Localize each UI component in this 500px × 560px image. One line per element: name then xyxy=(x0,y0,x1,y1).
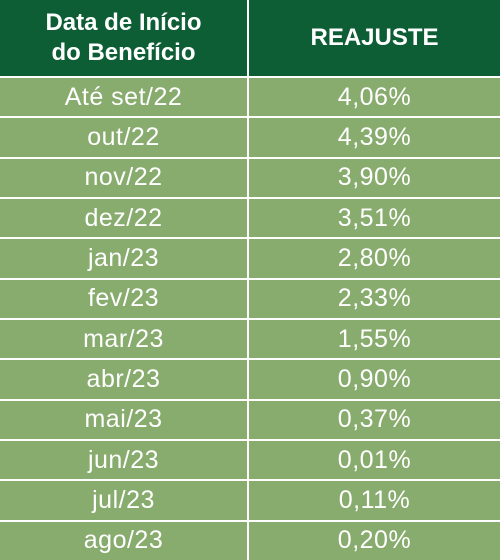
row-adjustment: 0,90% xyxy=(337,364,412,393)
row-date: abr/23 xyxy=(0,360,249,399)
row-adjustment: 0,11% xyxy=(338,485,411,514)
table-row: mar/23 1,55% xyxy=(0,319,500,361)
row-adjustment: 2,80% xyxy=(337,243,412,272)
row-date: mai/23 xyxy=(0,400,249,439)
row-adjustment: 3,90% xyxy=(337,163,412,192)
row-date: nov/22 xyxy=(0,158,249,197)
table-row: jun/23 0,01% xyxy=(0,440,500,482)
row-date: out/22 xyxy=(0,118,249,157)
table-row: fev/23 2,33% xyxy=(0,279,500,320)
header-adjustment: REAJUSTE xyxy=(310,24,439,51)
table-row: mai/23 0,37% xyxy=(0,400,500,441)
row-date: mar/23 xyxy=(0,319,249,359)
row-adjustment: 1,55% xyxy=(337,324,412,353)
row-date: jan/23 xyxy=(0,239,249,278)
table-row: abr/23 0,90% xyxy=(0,360,500,401)
table-row: dez/22 3,51% xyxy=(0,198,500,240)
row-adjustment: 4,06% xyxy=(337,82,412,111)
row-date: fev/23 xyxy=(0,279,249,318)
row-adjustment: 2,33% xyxy=(337,284,412,313)
table-header: Data de Início do Benefício REAJUSTE xyxy=(0,0,500,78)
header-date: Data de Início do Benefício xyxy=(0,0,249,76)
table-row: out/22 4,39% xyxy=(0,118,500,159)
row-adjustment: 0,01% xyxy=(337,445,412,474)
row-date: dez/22 xyxy=(0,198,249,238)
row-adjustment: 3,51% xyxy=(337,203,412,232)
row-adjustment: 4,39% xyxy=(337,122,412,151)
table-row: jan/23 2,80% xyxy=(0,239,500,280)
table-row: ago/23 0,20% xyxy=(0,521,500,560)
table-body: Até set/22 4,06% out/22 4,39% nov/22 3,9… xyxy=(0,78,500,560)
table-row: nov/22 3,90% xyxy=(0,158,500,199)
row-date: jun/23 xyxy=(0,440,249,480)
row-adjustment: 0,37% xyxy=(337,405,412,434)
row-date: Até set/22 xyxy=(0,78,249,117)
row-date: ago/23 xyxy=(0,521,249,560)
row-date: jul/23 xyxy=(0,481,249,520)
table-row: Até set/22 4,06% xyxy=(0,78,500,119)
row-adjustment: 0,20% xyxy=(337,526,412,555)
table-row: jul/23 0,11% xyxy=(0,481,500,522)
